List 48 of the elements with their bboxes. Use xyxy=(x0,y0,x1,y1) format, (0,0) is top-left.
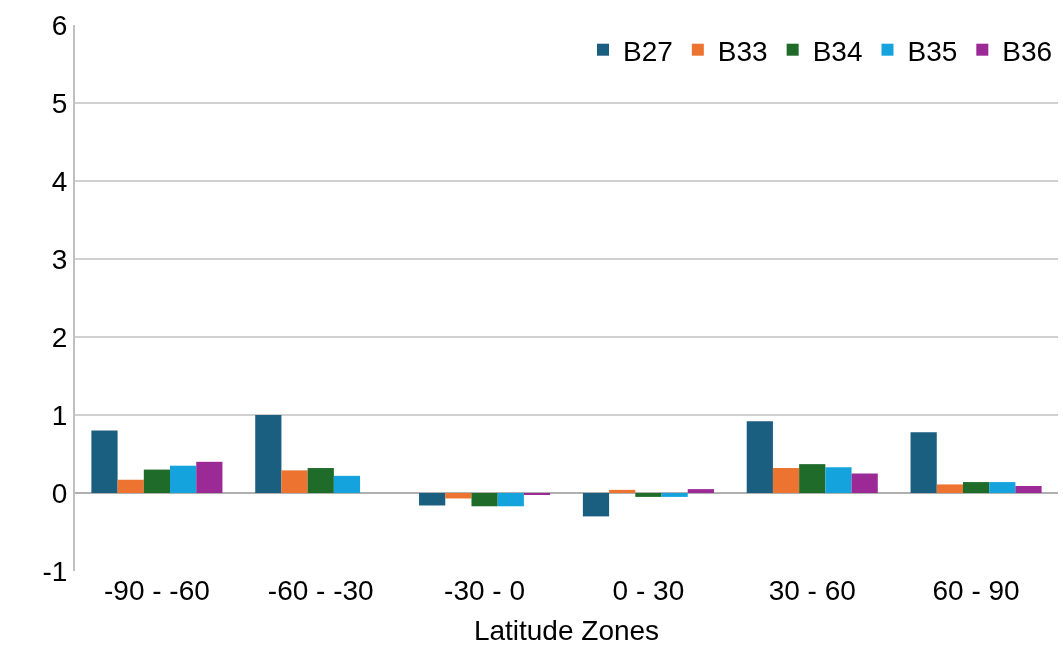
bar xyxy=(91,430,118,493)
bar xyxy=(307,468,334,493)
bar xyxy=(117,479,144,493)
y-tick-label: 0 xyxy=(51,477,68,509)
bar xyxy=(687,489,714,493)
bar xyxy=(962,482,990,493)
y-tick-label: 1 xyxy=(51,399,68,431)
y-tick-label: 4 xyxy=(51,165,68,197)
x-tick-label: -30 - 0 xyxy=(444,575,526,606)
bar xyxy=(170,465,197,493)
bar xyxy=(936,484,963,493)
legend-label: B34 xyxy=(812,35,863,67)
y-tick-label: 2 xyxy=(51,321,68,353)
bar xyxy=(772,468,800,493)
bar xyxy=(582,493,610,517)
x-axis-title: Latitude Zones xyxy=(473,615,660,646)
bar xyxy=(825,467,852,493)
bar xyxy=(333,475,361,493)
bar xyxy=(851,473,878,493)
legend-label: B36 xyxy=(1002,35,1053,67)
y-tick-label: 5 xyxy=(51,87,68,119)
bar xyxy=(910,432,937,493)
x-tick-label: 60 - 90 xyxy=(932,575,1020,606)
bar xyxy=(989,482,1016,493)
bar xyxy=(445,493,472,499)
bar xyxy=(281,470,308,493)
x-tick-label: 30 - 60 xyxy=(768,575,856,606)
bar xyxy=(635,493,662,497)
bar xyxy=(497,493,524,507)
bar xyxy=(746,421,773,493)
x-tick-label: -90 - -60 xyxy=(104,575,210,606)
x-tick-label: 0 - 30 xyxy=(612,575,685,606)
legend-label: B35 xyxy=(907,35,958,67)
bar xyxy=(609,489,636,493)
legend-label: B27 xyxy=(623,35,673,67)
y-tick-label: 3 xyxy=(51,243,68,275)
bar xyxy=(471,493,498,507)
bar xyxy=(1015,485,1042,493)
bar xyxy=(143,469,171,493)
bar xyxy=(255,415,282,493)
bar xyxy=(799,464,826,493)
x-tick-label: -60 - -30 xyxy=(267,575,374,606)
legend-label: B33 xyxy=(717,35,768,67)
bar xyxy=(196,461,223,493)
y-tick-label: -1 xyxy=(42,555,68,587)
bar xyxy=(661,493,688,497)
bar xyxy=(419,493,446,506)
y-tick-label: 6 xyxy=(51,9,68,41)
